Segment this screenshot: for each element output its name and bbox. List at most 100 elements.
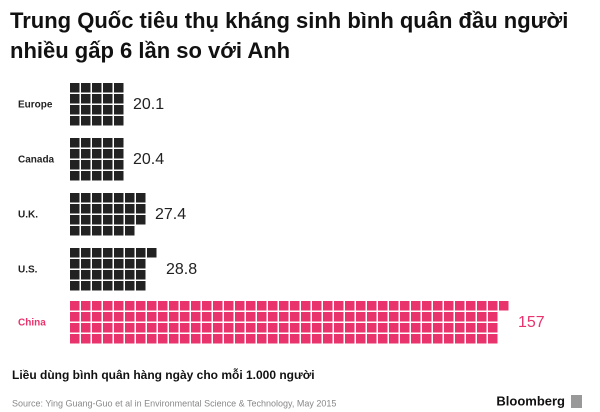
waffle-cell (268, 301, 278, 311)
waffle-cell (301, 334, 311, 344)
waffle-cell (235, 301, 245, 311)
waffle-cell (136, 259, 146, 269)
waffle-cell (433, 312, 443, 322)
waffle-cell (114, 259, 124, 269)
waffle-cell (114, 171, 124, 181)
waffle-cell (466, 334, 476, 344)
waffle-cell (70, 138, 80, 148)
waffle-cell (136, 193, 146, 203)
waffle-cell (367, 334, 377, 344)
waffle-cell (81, 301, 91, 311)
waffle-cell (70, 160, 80, 170)
category-label: U.S. (18, 265, 38, 276)
waffle-cell (433, 334, 443, 344)
waffle-cell (81, 312, 91, 322)
waffle-cell (301, 312, 311, 322)
waffle-cell (334, 334, 344, 344)
waffle-cell (411, 323, 421, 333)
waffle-cell (70, 270, 80, 280)
waffle-cell (158, 323, 168, 333)
waffle-cell (389, 312, 399, 322)
waffle-cell (70, 248, 80, 258)
waffle-cell (92, 105, 102, 115)
waffle-cell (92, 248, 102, 258)
waffle-cell (257, 323, 267, 333)
waffle-cell (422, 334, 432, 344)
waffle-cell (290, 312, 300, 322)
waffle-cell (70, 226, 80, 236)
waffle-cell (147, 248, 157, 258)
waffle-cell (477, 312, 487, 322)
waffle-cell (235, 334, 245, 344)
waffle-cell (488, 301, 498, 311)
waffle-cell (213, 312, 223, 322)
waffle-cell (158, 334, 168, 344)
waffle-cell (158, 301, 168, 311)
waffle-cell (70, 323, 80, 333)
waffle-cell (312, 312, 322, 322)
waffle-cell (169, 312, 179, 322)
waffle-cell (466, 323, 476, 333)
waffle-cell (81, 226, 91, 236)
waffle-cell (455, 312, 465, 322)
waffle-cell (488, 312, 498, 322)
waffle-cell (103, 94, 113, 104)
category-label: Canada (18, 155, 55, 166)
waffle-cell (70, 215, 80, 225)
brand-icon (571, 395, 582, 408)
waffle-cell (70, 301, 80, 311)
waffle-cell (356, 312, 366, 322)
waffle-cell (125, 215, 135, 225)
waffle-cell (345, 334, 355, 344)
waffle-cell (367, 301, 377, 311)
waffle-cell (444, 312, 454, 322)
waffle-cell (136, 270, 146, 280)
waffle-cell (125, 226, 135, 236)
waffle-cell (114, 83, 124, 93)
waffle-cell (81, 94, 91, 104)
brand: Bloomberg (496, 393, 565, 408)
category-label: U.K. (18, 210, 38, 221)
waffle-cell (180, 301, 190, 311)
waffle-cell (81, 323, 91, 333)
waffle-cell (136, 204, 146, 214)
waffle-cell (246, 323, 256, 333)
waffle-cell (92, 301, 102, 311)
waffle-cell (400, 301, 410, 311)
waffle-bar (70, 301, 509, 344)
waffle-cell (103, 83, 113, 93)
waffle-cell (92, 193, 102, 203)
waffle-cell (389, 323, 399, 333)
waffle-cell (103, 226, 113, 236)
waffle-cell (70, 312, 80, 322)
source: Source: Ying Guang-Guo et al in Environm… (12, 398, 336, 408)
value-label: 28.8 (166, 261, 197, 278)
waffle-cell (92, 83, 102, 93)
waffle-cell (323, 323, 333, 333)
waffle-cell (488, 323, 498, 333)
waffle-cell (103, 160, 113, 170)
waffle-cell (455, 301, 465, 311)
waffle-cell (103, 105, 113, 115)
waffle-cell (499, 301, 509, 311)
waffle-cell (70, 334, 80, 344)
value-label: 20.4 (133, 151, 164, 168)
waffle-cell (114, 116, 124, 126)
waffle-cell (224, 312, 234, 322)
waffle-cell (345, 301, 355, 311)
waffle-cell (213, 323, 223, 333)
waffle-cell (114, 281, 124, 291)
waffle-cell (70, 204, 80, 214)
waffle-bar (70, 138, 124, 181)
waffle-cell (180, 312, 190, 322)
waffle-cell (444, 301, 454, 311)
waffle-cell (422, 301, 432, 311)
waffle-cell (290, 334, 300, 344)
waffle-cell (268, 334, 278, 344)
waffle-cell (202, 312, 212, 322)
waffle-cell (191, 334, 201, 344)
waffle-cell (114, 138, 124, 148)
waffle-cell (257, 312, 267, 322)
